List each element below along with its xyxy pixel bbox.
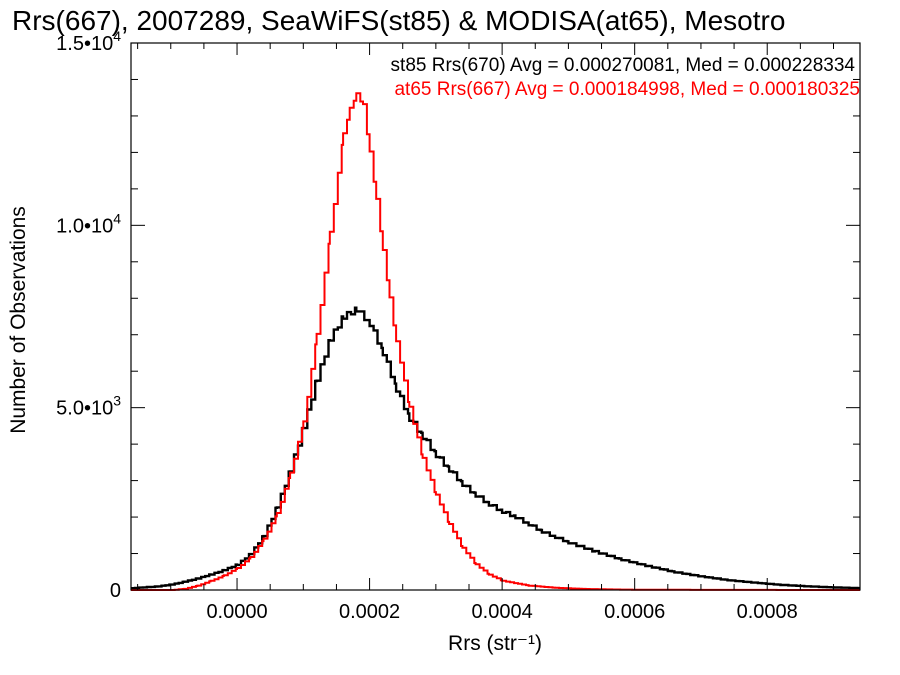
x-tick-label: 0.0004 bbox=[472, 601, 533, 623]
legend-entry-st85: st85 Rrs(670) Avg = 0.000270081, Med = 0… bbox=[391, 55, 856, 76]
x-axis-label: Rrs (str⁻¹) bbox=[448, 632, 542, 655]
plot-frame bbox=[130, 42, 861, 591]
y-tick-label: 1.0•104 bbox=[56, 210, 121, 237]
y-tick-exponent: 4 bbox=[113, 28, 121, 44]
x-tick-label: 0.0006 bbox=[604, 601, 665, 623]
y-tick-label: 0 bbox=[110, 580, 121, 602]
y-tick-mantissa: 1.0•10 bbox=[56, 215, 113, 237]
chart-title: Rrs(667), 2007289, SeaWiFS(st85) & MODIS… bbox=[12, 5, 785, 36]
x-axis: 0.0000 0.0002 0.0004 0.0006 0.0008 bbox=[137, 43, 834, 623]
y-tick-label: 5.0•103 bbox=[56, 393, 121, 420]
y-tick-exponent: 4 bbox=[113, 210, 121, 226]
x-tick-label: 0.0008 bbox=[737, 601, 798, 623]
y-tick-label: 1.5•104 bbox=[56, 28, 121, 55]
legend-entry-at65: at65 Rrs(667) Avg = 0.000184998, Med = 0… bbox=[394, 79, 860, 100]
x-tick-label: 0.0002 bbox=[339, 601, 400, 623]
y-tick-mantissa: 0 bbox=[110, 580, 121, 602]
y-axis-label: Number of Observations bbox=[7, 206, 30, 434]
x-tick-label: 0.0000 bbox=[206, 601, 267, 623]
y-tick-mantissa: 5.0•10 bbox=[56, 398, 113, 420]
plot-area bbox=[130, 42, 861, 591]
series-line-st85 bbox=[131, 306, 860, 590]
y-tick-mantissa: 1.5•10 bbox=[56, 33, 113, 55]
series-line-at65 bbox=[131, 92, 860, 591]
y-tick-exponent: 3 bbox=[113, 393, 121, 409]
